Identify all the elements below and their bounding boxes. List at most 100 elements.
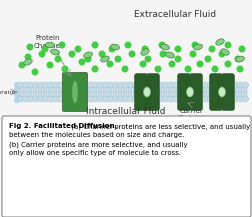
FancyBboxPatch shape	[220, 74, 234, 110]
Circle shape	[236, 119, 242, 125]
Circle shape	[207, 82, 213, 88]
Bar	[158, 92, 162, 99]
Bar	[28, 85, 32, 92]
Text: Fig 2. Facilitated Diffusion.: Fig 2. Facilitated Diffusion.	[9, 123, 117, 129]
Circle shape	[174, 46, 180, 52]
Circle shape	[122, 126, 127, 132]
Circle shape	[105, 119, 110, 125]
Bar	[23, 85, 27, 92]
Circle shape	[39, 51, 45, 57]
Ellipse shape	[50, 49, 59, 55]
Circle shape	[169, 61, 174, 67]
Circle shape	[27, 44, 33, 50]
Circle shape	[218, 51, 224, 57]
Circle shape	[47, 82, 53, 88]
Circle shape	[234, 56, 240, 62]
Circle shape	[130, 134, 135, 140]
Ellipse shape	[24, 59, 32, 65]
Bar	[113, 85, 117, 92]
Bar	[128, 85, 132, 92]
Circle shape	[22, 82, 28, 88]
Circle shape	[154, 66, 160, 72]
Ellipse shape	[186, 87, 193, 97]
Bar	[93, 85, 97, 92]
Circle shape	[95, 134, 100, 140]
FancyBboxPatch shape	[189, 74, 202, 110]
Ellipse shape	[110, 123, 119, 129]
Bar	[232, 92, 237, 99]
Circle shape	[52, 126, 57, 132]
Text: Protein
Channel: Protein Channel	[34, 36, 62, 49]
Circle shape	[211, 66, 217, 72]
Ellipse shape	[140, 49, 148, 55]
Text: (b) Carrier proteins are more selective, and usually: (b) Carrier proteins are more selective,…	[9, 141, 187, 148]
Circle shape	[57, 82, 63, 88]
Ellipse shape	[235, 56, 243, 62]
Circle shape	[112, 82, 118, 88]
Circle shape	[32, 69, 38, 75]
Circle shape	[224, 61, 230, 67]
Circle shape	[129, 51, 134, 57]
Ellipse shape	[215, 39, 223, 45]
Circle shape	[37, 96, 43, 102]
Text: only allow one specific type of molecule to cross.: only allow one specific type of molecule…	[9, 150, 180, 156]
Ellipse shape	[100, 56, 109, 62]
Circle shape	[42, 82, 48, 88]
Bar	[33, 92, 37, 99]
Bar	[167, 92, 172, 99]
Bar	[18, 92, 22, 99]
Ellipse shape	[193, 44, 202, 50]
Ellipse shape	[143, 87, 150, 97]
Bar	[207, 85, 212, 92]
Circle shape	[232, 82, 238, 88]
Circle shape	[117, 96, 123, 102]
Circle shape	[109, 46, 114, 52]
Ellipse shape	[218, 87, 225, 97]
Bar	[108, 85, 112, 92]
Ellipse shape	[30, 123, 39, 129]
Bar	[43, 92, 47, 99]
Circle shape	[195, 126, 200, 132]
Ellipse shape	[240, 132, 248, 138]
Bar	[48, 85, 52, 92]
Circle shape	[167, 96, 173, 102]
Bar	[122, 92, 127, 99]
Circle shape	[140, 119, 145, 125]
Bar	[202, 85, 207, 92]
Bar	[58, 92, 62, 99]
Circle shape	[19, 126, 25, 132]
Circle shape	[122, 82, 128, 88]
Circle shape	[22, 96, 28, 102]
Bar	[98, 85, 102, 92]
Circle shape	[127, 96, 133, 102]
Bar	[88, 85, 92, 92]
Ellipse shape	[160, 44, 169, 50]
Circle shape	[117, 82, 123, 88]
Bar	[232, 85, 237, 92]
Circle shape	[69, 51, 75, 57]
Text: Intracellular Fluid: Intracellular Fluid	[86, 107, 165, 117]
Bar	[133, 92, 137, 99]
Bar	[172, 85, 177, 92]
Text: (a) Channel proteins are less selective, and usually mildly discriminate: (a) Channel proteins are less selective,…	[69, 123, 252, 130]
Circle shape	[25, 54, 31, 60]
Circle shape	[14, 97, 19, 102]
Circle shape	[42, 46, 48, 52]
Circle shape	[236, 66, 242, 72]
Text: Carrier
Proteins: Carrier Proteins	[177, 108, 205, 121]
Circle shape	[159, 42, 164, 48]
Bar	[133, 85, 137, 92]
Bar	[237, 85, 241, 92]
Circle shape	[160, 51, 165, 57]
Bar	[53, 92, 57, 99]
Circle shape	[192, 42, 197, 48]
Ellipse shape	[220, 49, 228, 55]
Circle shape	[167, 82, 173, 88]
Circle shape	[162, 96, 168, 102]
Bar	[113, 92, 117, 99]
Ellipse shape	[165, 52, 174, 58]
Bar	[58, 85, 62, 92]
Circle shape	[32, 82, 38, 88]
FancyBboxPatch shape	[146, 74, 159, 110]
Bar	[117, 85, 122, 92]
